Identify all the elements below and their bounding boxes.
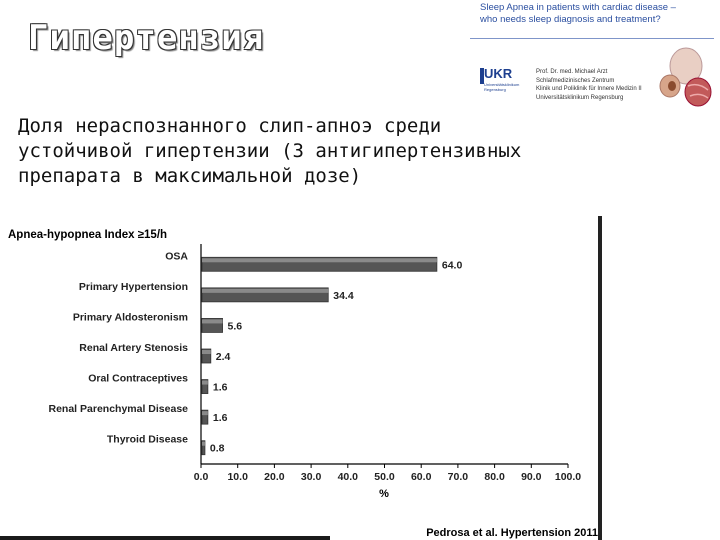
author-line-1: Prof. Dr. med. Michael Arzt <box>536 69 608 75</box>
logo-subtitle-line-2: Regensburg <box>484 87 506 92</box>
bar <box>201 409 209 425</box>
x-tick-label: 20.0 <box>264 471 285 483</box>
author-line-3: Klinik und Poliklinik für Innere Medizin… <box>536 86 642 93</box>
x-tick-label: 90.0 <box>521 471 542 483</box>
author-line-4: Universitätsklinikum Regensburg <box>536 94 624 101</box>
bar-value-label: 2.4 <box>216 351 231 363</box>
bar <box>201 348 212 364</box>
slide-title: Гипертензия <box>28 18 265 58</box>
bar-value-label: 1.6 <box>213 412 228 424</box>
bar-chart: Apnea-hypopnea Index ≥15/h OSA 64.0 Primar… <box>8 229 598 539</box>
right-border-line <box>598 216 602 540</box>
bar-value-label: 1.6 <box>213 382 228 394</box>
bar-highlight <box>202 319 223 324</box>
bottom-bar <box>0 536 330 540</box>
thumbnail-title-line-2: who needs sleep diagnosis and treatment? <box>480 14 661 25</box>
thumbnail-title-line-1: Sleep Apnea in patients with cardiac dis… <box>480 2 676 13</box>
thumbnail-title: Sleep Apnea in patients with cardiac dis… <box>480 2 716 26</box>
thumbnail-divider <box>470 38 714 39</box>
author-line-2: Schlafmedizinisches Zentrum <box>536 77 615 84</box>
x-tick-label: 0.0 <box>194 471 209 483</box>
logo-subtitle: Universitätsklinikum Regensburg <box>484 82 519 92</box>
bar-value-label: 0.8 <box>210 443 225 455</box>
x-tick-label: 100.0 <box>555 471 581 483</box>
bar-highlight <box>202 258 437 263</box>
slide-body-text: Доля нераспознанного слип-апноэ среди ус… <box>18 114 638 189</box>
category-label: Renal Artery Stenosis <box>79 342 188 354</box>
body-line-2: устойчивой гипертензии (3 антигипертензи… <box>18 140 522 162</box>
body-line-1: Доля нераспознанного слип-апноэ среди <box>18 115 442 137</box>
source-slide-thumbnail: Sleep Apnea in patients with cardiac dis… <box>466 0 720 112</box>
bar-value-label: 64.0 <box>442 259 463 271</box>
category-label: Primary Aldosteronism <box>73 311 188 323</box>
thumbnail-author: Prof. Dr. med. Michael Arzt Schlafmedizi… <box>536 68 662 102</box>
bar-highlight <box>202 350 211 354</box>
category-label: Renal Parenchymal Disease <box>49 403 189 415</box>
bar-value-label: 34.4 <box>333 290 354 302</box>
x-axis-label: % <box>379 488 389 500</box>
heart-illustration-icon <box>659 47 712 107</box>
x-tick-label: 60.0 <box>411 471 432 483</box>
x-tick-label: 80.0 <box>484 471 505 483</box>
logo-subtitle-line-1: Universitätsklinikum <box>484 82 520 87</box>
x-tick-label: 40.0 <box>338 471 359 483</box>
logo-text: UKR <box>484 66 513 81</box>
category-label: Primary Hypertension <box>79 281 188 293</box>
logo-mark-icon <box>480 68 484 84</box>
x-tick-label: 70.0 <box>448 471 469 483</box>
body-line-3: препарата в максимальной дозе) <box>18 165 362 187</box>
bar-highlight <box>202 411 208 416</box>
bar-value-label: 5.6 <box>228 320 243 332</box>
bar-highlight <box>202 380 208 385</box>
x-tick-label: 50.0 <box>374 471 395 483</box>
ukr-logo: UKR Universitätsklinikum Regensburg <box>478 66 540 106</box>
x-tick-label: 10.0 <box>227 471 248 483</box>
category-label: OSA <box>165 250 188 262</box>
x-tick-label: 30.0 <box>301 471 322 483</box>
category-label: Thyroid Disease <box>107 434 188 446</box>
bar-highlight <box>202 441 205 446</box>
chart-title: Apnea-hypopnea Index ≥15/h <box>8 229 167 241</box>
bar <box>201 440 206 456</box>
category-label: Oral Contraceptives <box>88 373 188 385</box>
chart-source: Pedrosa et al. Hypertension 2011 <box>426 527 598 539</box>
bar <box>201 379 209 394</box>
bar-highlight <box>202 288 329 293</box>
